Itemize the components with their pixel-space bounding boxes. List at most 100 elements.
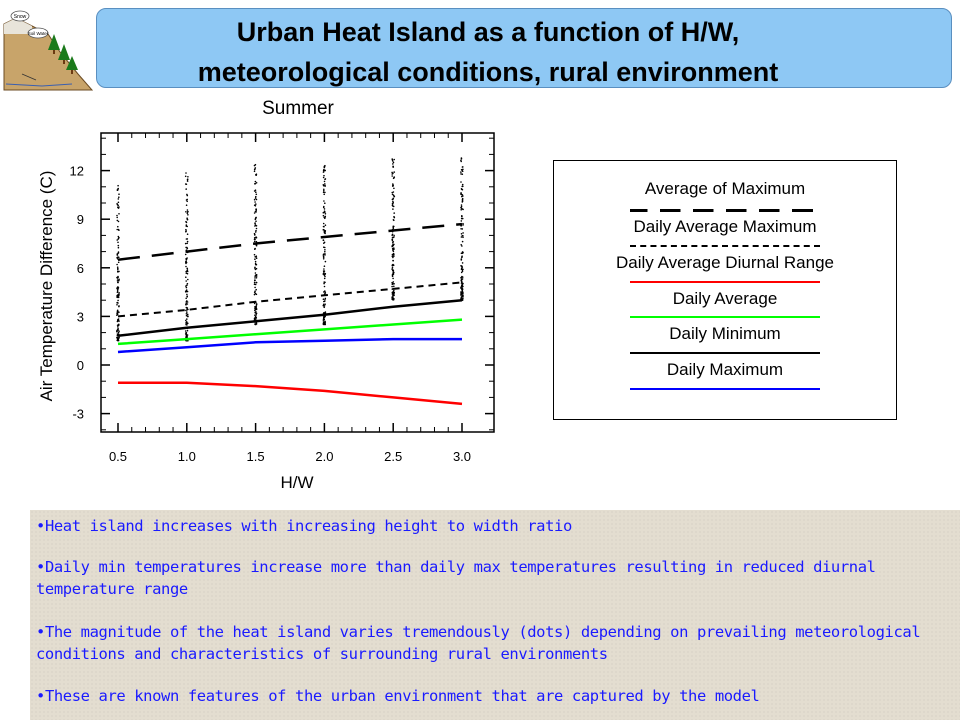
- scatter-dot: [392, 244, 395, 247]
- scatter-dot: [186, 268, 189, 270]
- scatter-dot: [324, 323, 326, 326]
- scatter-dot: [391, 234, 394, 236]
- scatter-dot: [462, 296, 464, 298]
- scatter-dot: [255, 229, 257, 232]
- scatter-dot: [185, 276, 187, 279]
- legend-swatch-short-dash: [630, 245, 820, 247]
- scatter-dot: [324, 250, 326, 253]
- scatter-dot: [117, 276, 119, 279]
- scatter-dot: [322, 191, 325, 194]
- scatter-dot: [461, 228, 464, 230]
- scatter-dot: [117, 338, 120, 340]
- scatter-dot: [117, 281, 119, 284]
- scatter-dot: [460, 220, 463, 222]
- scatter-dot: [323, 166, 326, 169]
- scatter-dot: [254, 314, 256, 317]
- scatter-dot: [391, 236, 394, 239]
- scatter-dot: [461, 240, 464, 243]
- scatter-dot: [253, 283, 256, 286]
- scatter-dot: [460, 259, 463, 261]
- scatter-dot: [117, 268, 119, 271]
- scatter-dot: [117, 246, 120, 249]
- scatter-dot: [460, 209, 463, 211]
- scatter-dot: [392, 208, 394, 210]
- scatter-dot: [323, 189, 325, 192]
- scatter-dot: [254, 323, 256, 326]
- scatter-dots: [116, 157, 464, 342]
- scatter-dot: [462, 292, 464, 295]
- scatter-dot: [393, 176, 396, 178]
- scatter-dot: [187, 278, 189, 281]
- scatter-dot: [186, 233, 189, 235]
- scatter-dot: [254, 210, 257, 213]
- series-lines: [117, 222, 463, 406]
- scatter-dot: [185, 188, 187, 190]
- scatter-dot: [118, 193, 120, 195]
- scatter-dot: [392, 299, 394, 301]
- note-text: The magnitude of the heat island varies …: [36, 623, 921, 663]
- scatter-dot: [186, 257, 188, 259]
- x-tick-label: 3.0: [453, 449, 471, 464]
- scatter-dot: [184, 253, 187, 256]
- scatter-dot: [254, 286, 256, 289]
- scatter-dot: [323, 229, 326, 231]
- scatter-dot: [255, 277, 258, 279]
- scatter-dot: [255, 281, 258, 284]
- scatter-dot: [186, 296, 188, 298]
- scatter-dot: [117, 204, 119, 207]
- scatter-dot: [184, 242, 187, 245]
- scatter-dot: [118, 206, 120, 208]
- scatter-dot: [255, 208, 257, 210]
- scatter-dot: [324, 213, 327, 215]
- scatter-dot: [255, 182, 258, 184]
- scatter-dot: [254, 234, 256, 236]
- scatter-dot: [460, 173, 462, 175]
- scatter-dot: [186, 225, 188, 228]
- scatter-dot: [461, 276, 464, 278]
- x-axis-label: H/W: [280, 473, 313, 492]
- scatter-dot: [255, 191, 257, 193]
- scatter-dot: [391, 296, 394, 298]
- series-line-daily-average-diurnal-range: [118, 381, 463, 406]
- scatter-dot: [461, 262, 464, 264]
- scatter-dot: [324, 215, 327, 218]
- scatter-dot: [186, 321, 188, 324]
- legend: Average of Maximum Daily Average Maximum…: [553, 160, 897, 420]
- series-line-daily-average: [117, 318, 463, 346]
- scatter-dot: [324, 164, 326, 167]
- scatter-dot: [186, 282, 189, 285]
- scatter-dot: [460, 282, 463, 284]
- scatter-dot: [391, 264, 394, 267]
- scatter-dot: [324, 246, 326, 249]
- scatter-dot: [461, 286, 464, 288]
- scatter-dot: [322, 255, 325, 258]
- scatter-dot: [253, 170, 256, 173]
- scatter-dot: [322, 184, 325, 186]
- scatter-dot: [116, 219, 119, 222]
- scatter-dot: [393, 247, 395, 249]
- scatter-dot: [322, 206, 325, 209]
- scatter-dot: [117, 331, 120, 334]
- scatter-dot: [324, 273, 326, 276]
- scatter-dot: [324, 169, 327, 172]
- scatter-dot: [323, 241, 326, 244]
- scatter-dot: [118, 330, 120, 333]
- scatter-dot: [392, 277, 394, 280]
- page-title-line-2: meteorological conditions, rural environ…: [197, 57, 779, 87]
- scatter-dot: [461, 265, 463, 267]
- scatter-dot: [184, 183, 187, 185]
- scatter-dot: [391, 171, 393, 174]
- scatter-dot: [255, 316, 257, 318]
- scatter-dot: [324, 211, 326, 213]
- scatter-dot: [393, 294, 395, 297]
- series-line-daily-minimum: [117, 298, 463, 338]
- scatter-dot: [462, 222, 464, 225]
- scatter-dot: [118, 236, 120, 239]
- scatter-dot: [253, 253, 256, 256]
- scatter-dot: [461, 290, 464, 293]
- x-tick-label: 0.5: [109, 449, 127, 464]
- scatter-dot: [391, 245, 394, 248]
- scatter-dot: [392, 271, 395, 273]
- scatter-dot: [393, 225, 395, 228]
- scatter-dot: [254, 205, 257, 207]
